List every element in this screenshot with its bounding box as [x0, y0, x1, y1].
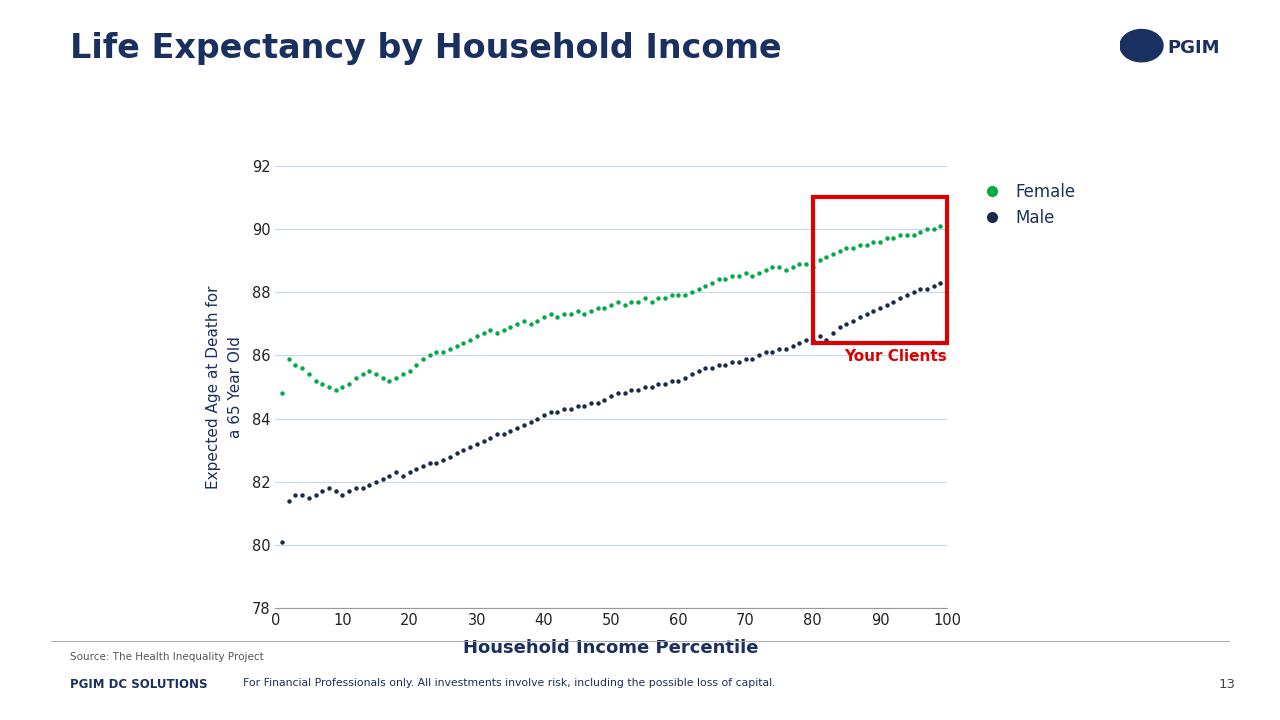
Text: 13: 13	[1219, 678, 1235, 691]
Circle shape	[1120, 30, 1164, 62]
X-axis label: Household Income Percentile: Household Income Percentile	[463, 639, 759, 657]
Text: Source: The Health Inequality Project: Source: The Health Inequality Project	[70, 652, 264, 662]
Y-axis label: Expected Age at Death for
a 65 Year Old: Expected Age at Death for a 65 Year Old	[206, 285, 243, 489]
Bar	[813, 197, 947, 343]
Text: PGIM DC SOLUTIONS: PGIM DC SOLUTIONS	[70, 678, 207, 691]
Text: PGIM: PGIM	[1167, 39, 1220, 57]
Legend: Female, Male: Female, Male	[975, 183, 1075, 227]
Text: For Financial Professionals only. All investments involve risk, including the po: For Financial Professionals only. All in…	[243, 678, 776, 688]
Text: Life Expectancy by Household Income: Life Expectancy by Household Income	[70, 32, 782, 66]
Text: Your Clients: Your Clients	[845, 349, 947, 364]
